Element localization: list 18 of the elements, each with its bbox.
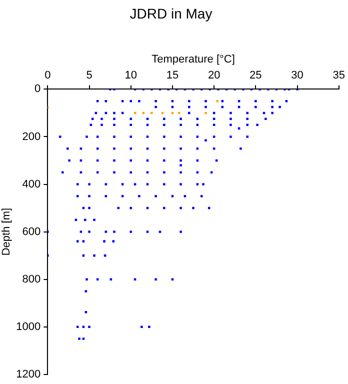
chart-title: JDRD in May: [130, 5, 212, 22]
x-tick-label: 10: [124, 70, 137, 82]
x-tick-label: 25: [250, 70, 262, 82]
y-tick-label: 200: [22, 130, 41, 143]
x-tick-label: 35: [332, 70, 346, 82]
y-tick-label: 400: [22, 178, 41, 190]
x-tick-label: 30: [291, 70, 304, 82]
x-axis-title: Temperature [°C]: [152, 53, 235, 66]
x-tick-label: 5: [86, 70, 92, 82]
y-tick-label: 800: [22, 273, 41, 286]
y-tick-label: 1000: [16, 320, 41, 333]
y-tick-label: 0: [34, 83, 41, 96]
y-tick-label: 1200: [16, 368, 41, 380]
y-axis-title: Depth [m]: [0, 208, 13, 256]
x-tick-label: 20: [208, 70, 220, 82]
x-tick-label: 15: [166, 70, 179, 82]
x-tick-label: 0: [44, 70, 51, 82]
y-tick-label: 600: [22, 226, 41, 238]
